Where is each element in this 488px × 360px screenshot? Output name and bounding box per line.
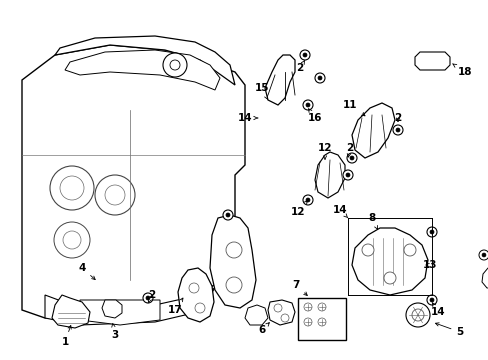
Circle shape <box>225 213 229 217</box>
Circle shape <box>50 166 94 210</box>
Text: 15: 15 <box>254 83 269 99</box>
Circle shape <box>225 242 242 258</box>
Circle shape <box>305 198 309 202</box>
Text: 8: 8 <box>367 213 377 229</box>
Text: 17: 17 <box>167 298 183 315</box>
Circle shape <box>273 304 282 312</box>
Polygon shape <box>102 300 122 318</box>
Polygon shape <box>351 228 427 295</box>
Circle shape <box>426 295 436 305</box>
Circle shape <box>349 156 353 160</box>
Text: 18: 18 <box>452 64 471 77</box>
Circle shape <box>317 318 325 326</box>
Circle shape <box>304 303 311 311</box>
Circle shape <box>383 272 395 284</box>
Circle shape <box>303 100 312 110</box>
Text: 6: 6 <box>258 323 269 335</box>
Circle shape <box>281 314 288 322</box>
Circle shape <box>223 210 232 220</box>
Circle shape <box>189 283 199 293</box>
Text: 2: 2 <box>346 143 353 157</box>
Circle shape <box>142 293 153 303</box>
Circle shape <box>426 227 436 237</box>
Text: 12: 12 <box>290 201 307 217</box>
Polygon shape <box>414 52 449 70</box>
Polygon shape <box>209 215 256 308</box>
Text: 12: 12 <box>317 143 331 159</box>
Circle shape <box>478 250 488 260</box>
Polygon shape <box>65 50 220 90</box>
Text: 13: 13 <box>422 260 436 270</box>
Text: 7: 7 <box>292 280 306 296</box>
Circle shape <box>163 53 186 77</box>
Circle shape <box>392 125 402 135</box>
Circle shape <box>54 222 90 258</box>
Circle shape <box>303 195 312 205</box>
Polygon shape <box>52 295 90 328</box>
Text: 14: 14 <box>332 205 347 218</box>
Polygon shape <box>267 300 294 325</box>
Circle shape <box>429 230 433 234</box>
Text: 16: 16 <box>307 109 322 123</box>
Circle shape <box>403 244 415 256</box>
Circle shape <box>411 309 423 321</box>
Circle shape <box>395 128 399 132</box>
Polygon shape <box>55 36 235 85</box>
Circle shape <box>342 170 352 180</box>
Polygon shape <box>22 45 244 320</box>
Text: 5: 5 <box>435 323 463 337</box>
Text: 4: 4 <box>78 263 95 280</box>
Circle shape <box>405 303 429 327</box>
Circle shape <box>346 153 356 163</box>
Circle shape <box>317 303 325 311</box>
Text: 9: 9 <box>0 359 1 360</box>
Circle shape <box>95 175 135 215</box>
Circle shape <box>105 185 125 205</box>
Polygon shape <box>481 268 488 288</box>
Bar <box>297 298 346 340</box>
Polygon shape <box>178 268 214 322</box>
Polygon shape <box>314 152 345 198</box>
Circle shape <box>146 296 150 300</box>
Polygon shape <box>264 55 294 105</box>
Polygon shape <box>351 103 394 158</box>
Circle shape <box>304 318 311 326</box>
Text: 2: 2 <box>296 60 304 73</box>
Circle shape <box>305 103 309 107</box>
Polygon shape <box>45 288 215 325</box>
Text: 10: 10 <box>0 359 1 360</box>
Circle shape <box>481 253 485 257</box>
Circle shape <box>361 244 373 256</box>
Text: 2: 2 <box>148 290 155 303</box>
Text: 14: 14 <box>237 113 257 123</box>
Polygon shape <box>244 305 267 325</box>
Circle shape <box>195 303 204 313</box>
Circle shape <box>63 231 81 249</box>
Text: 1: 1 <box>61 325 71 347</box>
Circle shape <box>346 173 349 177</box>
Text: 2: 2 <box>393 113 401 123</box>
Circle shape <box>225 277 242 293</box>
Text: 3: 3 <box>111 324 119 340</box>
Circle shape <box>170 60 180 70</box>
Polygon shape <box>80 300 160 325</box>
Circle shape <box>303 53 306 57</box>
Text: 11: 11 <box>342 100 364 116</box>
Circle shape <box>314 73 325 83</box>
Circle shape <box>60 176 84 200</box>
Text: 14: 14 <box>430 303 445 317</box>
Circle shape <box>429 298 433 302</box>
Circle shape <box>299 50 309 60</box>
Circle shape <box>317 76 321 80</box>
